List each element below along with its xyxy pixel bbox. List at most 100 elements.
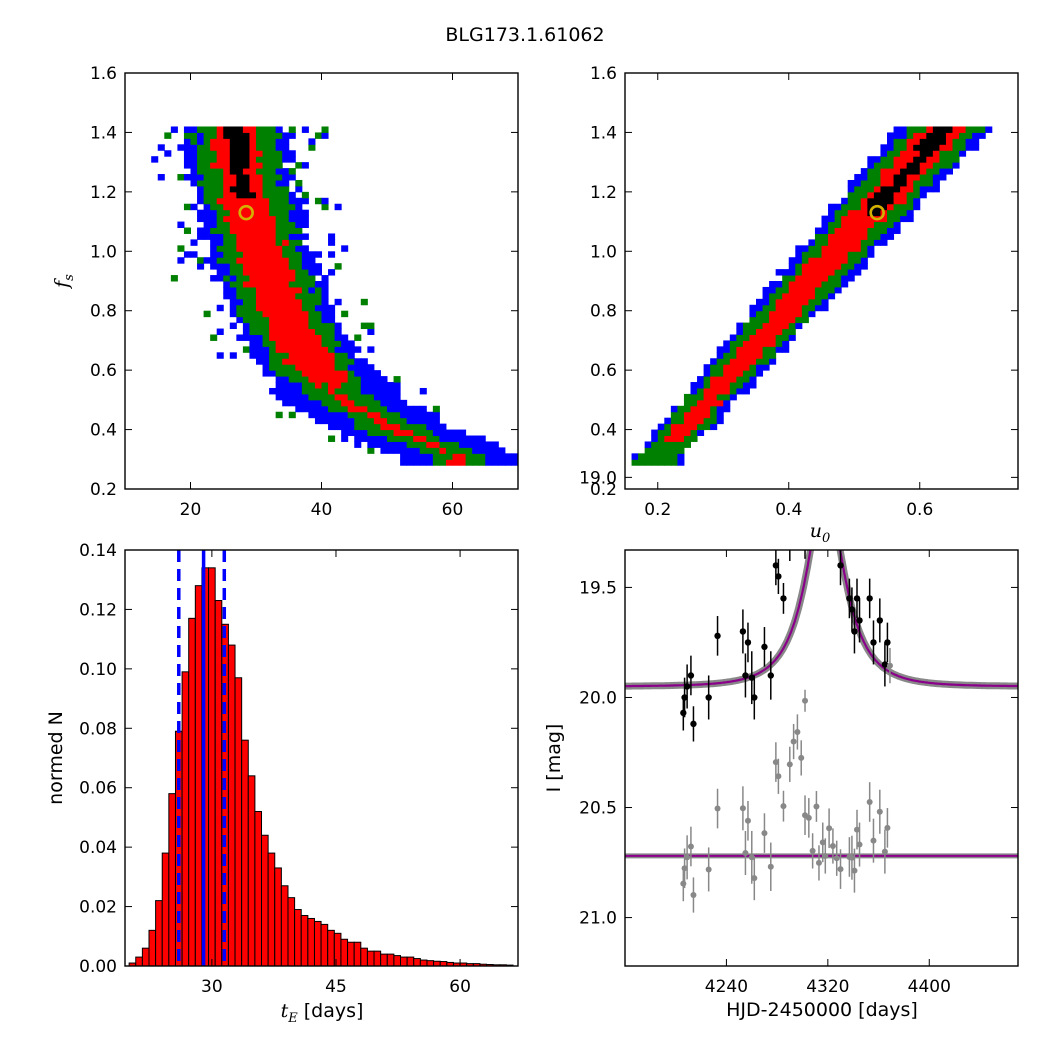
heatmap-cell-red [459,459,467,466]
heatmap-cell-outlier [328,435,336,442]
heatmap-cell-outlier [295,162,303,169]
heatmap-cell-green [887,150,895,157]
light-curve-x-tick-label: 4240 [705,977,748,997]
heatmap-cell-red [223,144,231,151]
heatmap-cell-red [262,304,270,312]
heatmap-cell-outlier [341,310,349,318]
heatmap-cell-green [788,275,796,282]
heatmap-cell-green [854,185,862,193]
heatmap-cell-green [775,340,783,347]
heatmap-cell-red [788,281,796,288]
heatmap-cell-green [236,275,244,282]
heatmap-cell-green [190,138,198,145]
heatmap-cell-outlier [360,298,368,306]
heatmap-cell-blue [393,441,401,448]
heatmap-cell-red [216,144,224,151]
heatmap-cell-red [275,245,283,252]
heatmap-cell-red [716,399,724,407]
heatmap-cell-blue [380,387,388,395]
heatmap-cell-blue [841,275,849,282]
data-point [705,694,712,701]
histogram-bar [188,617,196,966]
heatmap-cell-blue [808,310,816,318]
light-curve-y-tick-label: 21.0 [579,909,617,929]
heatmap-cell-red [354,405,362,413]
heatmap-cell-blue [472,435,480,442]
heatmap-cell-red [841,239,849,246]
heatmap-cell-green [426,447,434,454]
heatmap-cell-red [919,132,927,139]
heatmap-cell-red [723,382,731,389]
heatmap-cell-blue [854,269,862,276]
heatmap-cell-outlier [341,435,349,442]
heatmap-cell-red [249,275,257,282]
heatmap-cell-red [321,346,329,353]
heatmap-cell-red [860,197,868,205]
heatmap-cell-red [860,227,868,234]
heatmap-cell-blue [945,168,953,175]
heatmap-cell-blue [203,227,211,234]
heatmap-cell-red [801,281,809,288]
heatmap-cell-green [432,459,440,466]
heatmap-cell-blue [183,126,191,133]
heatmap-cell-green [216,215,224,223]
heatmap-cell-green [465,447,473,454]
heatmap-cell-red [841,227,849,234]
heatmap-cell-green [288,203,296,211]
heatmap-cell-blue [400,399,408,407]
data-point [848,606,856,613]
heatmap-cell-blue [223,263,231,270]
fs-vs-tE-y-tick-label: 1.0 [90,242,117,262]
residual-point [687,843,694,850]
heatmap-cell-blue [452,429,460,437]
heatmap-cell-green [203,156,211,163]
heatmap-cell-red [269,304,277,312]
tE-histogram-y-tick-label: 0.06 [79,779,117,799]
residual-point [826,825,833,832]
heatmap-cell-blue [347,423,355,431]
heatmap-cell-green [288,370,296,377]
heatmap-cell-outlier [360,322,368,330]
heatmap-cell-red [756,346,764,353]
heatmap-cell-blue [498,447,506,454]
heatmap-cell-red [269,263,277,270]
heatmap-cell-red [242,221,250,229]
heatmap-cell-red [716,382,724,389]
heatmap-cell-red [216,132,224,139]
heatmap-cell-black [919,150,927,157]
heatmap-cell-green [334,405,342,413]
heatmap-cell-red [301,316,309,324]
heatmap-cell-red [242,168,250,175]
histogram-bar [533,965,540,966]
heatmap-cell-black [236,191,244,199]
heatmap-cell-outlier [321,275,329,282]
heatmap-cell-red [769,334,777,341]
heatmap-cell-red [860,215,868,223]
heatmap-cell-green [393,417,401,425]
heatmap-cell-red [677,429,685,437]
heatmap-cell-outlier [229,352,237,359]
heatmap-cell-green [651,441,659,448]
heatmap-cell-green [729,352,737,359]
heatmap-cell-green [334,364,342,371]
heatmap-cell-red [269,275,277,282]
heatmap-cell-blue [756,298,764,306]
heatmap-cell-red [334,376,342,383]
data-point [775,573,782,580]
heatmap-cell-blue [504,453,512,460]
heatmap-cell-green [334,352,342,359]
heatmap-cell-red [288,269,296,276]
data-point [761,643,768,651]
heatmap-cell-red [249,257,257,264]
heatmap-cell-black [900,174,908,181]
heatmap-cell-green [210,174,218,181]
heatmap-cell-green [657,453,665,460]
heatmap-cell-blue [341,417,349,425]
heatmap-cell-outlier [210,334,218,341]
heatmap-cell-red [282,310,290,318]
heatmap-cell-blue [795,251,803,258]
heatmap-cell-outlier [295,179,303,187]
fs-vs-tE-y-tick-label: 0.6 [90,361,117,381]
heatmap-cell-blue [328,417,336,425]
heatmap-cell-black [873,197,881,205]
